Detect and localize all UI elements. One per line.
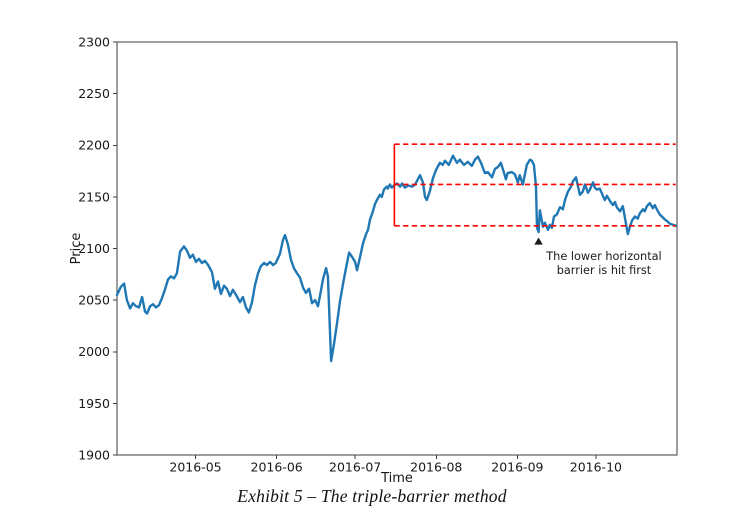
y-tick-label: 2100 — [78, 241, 110, 256]
x-tick-label: 2016-10 — [570, 460, 622, 475]
figure-caption: Exhibit 5 – The triple-barrier method — [237, 486, 507, 506]
x-axis-label: Time — [380, 471, 413, 486]
x-tick-label: 2016-06 — [251, 460, 303, 475]
y-tick-label: 1900 — [78, 447, 110, 462]
price-line — [115, 154, 678, 363]
y-tick-label: 2200 — [78, 138, 110, 153]
x-tick-label: 2016-05 — [169, 460, 221, 475]
x-tick-label: 2016-09 — [491, 460, 543, 475]
barrier-hit-marker-icon — [534, 237, 543, 245]
x-tick-label: 2016-08 — [410, 460, 462, 475]
y-tick-label: 2300 — [78, 34, 110, 49]
barrier-annotation-text: The lower horizontal barrier is hit first — [545, 250, 661, 277]
y-axis-label: Price — [69, 233, 84, 265]
y-tick-label: 1950 — [78, 396, 110, 411]
x-tick-label: 2016-07 — [329, 460, 381, 475]
y-tick-label: 2050 — [78, 293, 110, 308]
y-tick-label: 2000 — [78, 344, 110, 359]
y-tick-label: 2250 — [78, 86, 110, 101]
y-tick-label: 2150 — [78, 189, 110, 204]
plot-border — [116, 41, 678, 456]
